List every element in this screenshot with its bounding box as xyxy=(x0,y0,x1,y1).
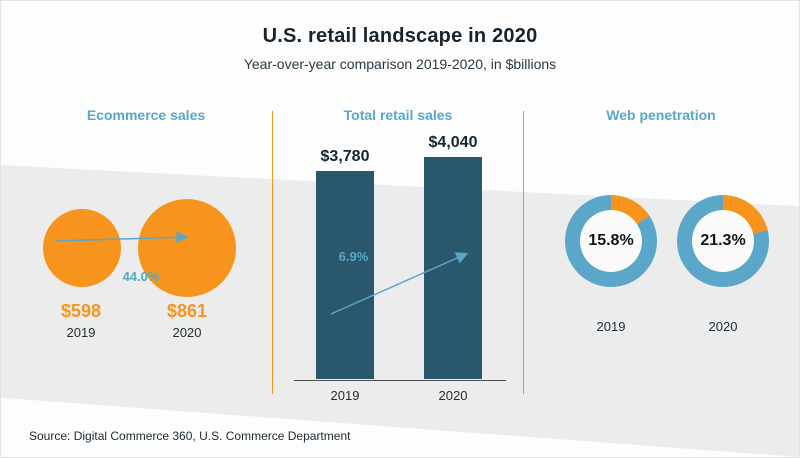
ecommerce-year-2019: 2019 xyxy=(66,325,96,340)
page-subtitle: Year-over-year comparison 2019-2020, in … xyxy=(243,56,557,72)
growth-arrow-icon xyxy=(330,252,469,315)
retail-value-2019: $3,780 xyxy=(320,148,370,165)
web-value-2020: 21.3% xyxy=(700,232,746,249)
panel-divider-left xyxy=(272,111,273,394)
ecommerce-growth-label: 44.0% xyxy=(122,269,160,284)
source-note: Source: Digital Commerce 360, U.S. Comme… xyxy=(29,429,351,443)
web-value-2019: 15.8% xyxy=(588,232,634,249)
web-donut-2020: 21.3% xyxy=(677,195,769,287)
retail-value-2020: $4,040 xyxy=(428,134,478,151)
web-donut-hole-2020: 21.3% xyxy=(692,210,754,272)
bar-axis-line xyxy=(294,380,506,381)
retail-bar-2019 xyxy=(316,171,374,379)
panel-title-web: Web penetration xyxy=(606,107,716,123)
retail-growth-label: 6.9% xyxy=(338,249,369,264)
ecommerce-value-2020: $861 xyxy=(166,301,208,321)
ecommerce-stat-2020: $861 2020 xyxy=(137,301,237,340)
page-title: U.S. retail landscape in 2020 xyxy=(262,25,538,47)
web-year-2019: 2019 xyxy=(596,319,626,334)
retail-year-2020: 2020 xyxy=(438,388,468,403)
web-donut-2019: 15.8% xyxy=(565,195,657,287)
ecommerce-bubble-2020 xyxy=(138,199,236,297)
growth-arrow-icon xyxy=(55,231,189,244)
panel-divider-right xyxy=(523,111,524,394)
retail-year-2019: 2019 xyxy=(330,388,360,403)
panel-title-ecommerce: Ecommerce sales xyxy=(86,107,206,123)
web-year-2020: 2020 xyxy=(708,319,738,334)
ecommerce-year-2020: 2020 xyxy=(172,325,202,340)
web-donut-hole-2019: 15.8% xyxy=(580,210,642,272)
ecommerce-bubble-2019 xyxy=(43,209,121,287)
ecommerce-value-2019: $598 xyxy=(60,301,102,321)
ecommerce-stat-2019: $598 2019 xyxy=(31,301,131,340)
panel-title-retail: Total retail sales xyxy=(343,107,453,123)
